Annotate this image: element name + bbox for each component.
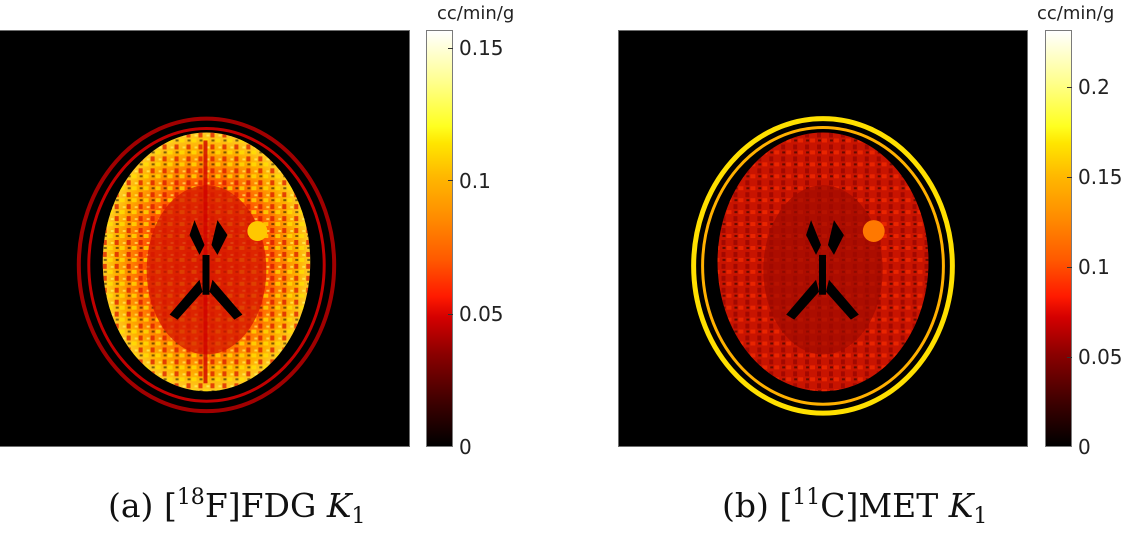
tick-a-0.15 — [448, 48, 453, 49]
caption-a-bracket-open: [ — [163, 486, 177, 525]
ticklabel-b-0.1: 0.1 — [1078, 255, 1110, 279]
caption-b-bracket-open: [ — [779, 486, 793, 525]
ticklabel-b-0.15: 0.15 — [1078, 165, 1123, 189]
caption-a-param: K — [326, 486, 352, 525]
caption-b: (b) [11C]MET K1 — [722, 478, 987, 537]
ticklabel-a-0.05: 0.05 — [459, 302, 504, 326]
colorbar-unit-b: cc/min/g — [1037, 3, 1115, 24]
brain-map-a — [76, 116, 337, 414]
caption-a-label: (a) — [108, 486, 154, 525]
caption-a-element: F — [204, 486, 228, 525]
ticklabel-a-0.15: 0.15 — [459, 36, 504, 60]
caption-b-mass: 11 — [792, 485, 821, 510]
caption-a-bracket-close: ] — [227, 486, 241, 525]
ticklabel-b-0: 0 — [1078, 435, 1091, 459]
met-k1-brain-image — [618, 30, 1028, 447]
caption-b-tracer: MET — [858, 486, 939, 525]
ticklabel-b-0.05: 0.05 — [1078, 345, 1123, 369]
caption-b-param-sub: 1 — [973, 504, 988, 529]
brain-map-b — [691, 116, 955, 416]
tick-b-0.15 — [1067, 177, 1072, 178]
tick-b-0.1 — [1067, 267, 1072, 268]
fdg-k1-brain-image — [0, 30, 410, 447]
caption-b-label: (b) — [722, 486, 769, 525]
colorbar-a — [426, 30, 453, 447]
colorbar-b — [1045, 30, 1072, 447]
ticklabel-a-0: 0 — [459, 435, 472, 459]
panel-b: cc/min/g 0.2 0.15 0.1 0.05 0 (b) [11C]ME… — [560, 0, 1125, 529]
panel-a: cc/min/g 0.15 0.1 0.05 0 (a) [18F]FDG K1 — [0, 0, 560, 529]
caption-b-element: C — [820, 486, 846, 525]
caption-a-param-sub: 1 — [351, 504, 366, 529]
tick-a-0.1 — [448, 180, 453, 181]
caption-b-bracket-close: ] — [845, 486, 859, 525]
tick-b-0.2 — [1067, 87, 1072, 88]
tick-b-0.05 — [1067, 357, 1072, 358]
caption-a-mass: 18 — [176, 485, 205, 510]
ticklabel-a-0.1: 0.1 — [459, 169, 491, 193]
caption-a-tracer: FDG — [240, 486, 317, 525]
colorbar-unit-a: cc/min/g — [437, 3, 515, 24]
tick-a-0.05 — [448, 314, 453, 315]
caption-a: (a) [18F]FDG K1 — [108, 478, 365, 537]
caption-b-param: K — [948, 486, 974, 525]
ticklabel-b-0.2: 0.2 — [1078, 75, 1110, 99]
